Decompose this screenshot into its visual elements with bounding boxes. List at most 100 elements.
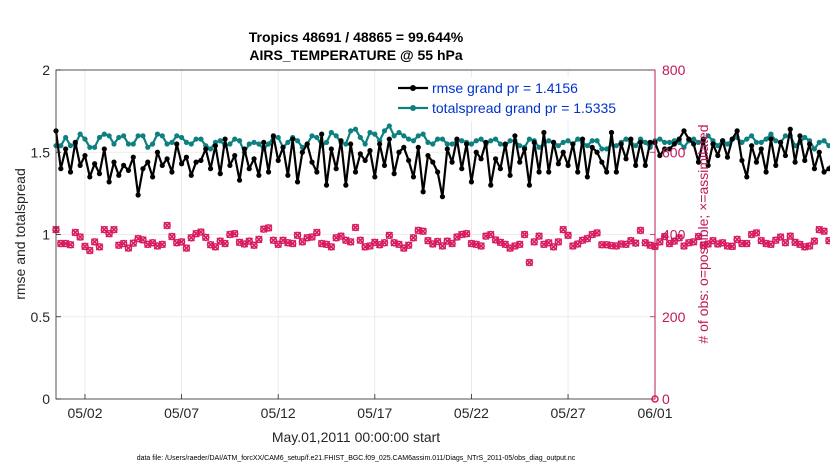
obs-possible-marker	[409, 234, 418, 242]
y-axis-left-label: rmse and totalspread	[12, 168, 28, 300]
rmse-point	[604, 169, 610, 175]
obs-assimilated-marker	[593, 229, 601, 237]
axes: 05/02 05/07 05/12 05/17 05/22 05/27 06/0100.51…	[31, 62, 686, 421]
rmse-point	[150, 174, 156, 180]
rmse-point	[425, 152, 431, 159]
obs-assimilated-marker	[163, 221, 171, 230]
rmse-point	[381, 162, 388, 169]
rmse-point	[647, 139, 653, 145]
obs-possible-marker	[293, 231, 302, 240]
obs-possible-marker	[124, 244, 133, 252]
obs-assimilated-marker	[153, 242, 162, 250]
totalspread-point	[507, 138, 513, 144]
rmse-point	[512, 133, 518, 139]
rmse-point	[323, 182, 330, 188]
rmse-point	[468, 179, 475, 185]
obs-assimilated-marker	[636, 226, 645, 235]
rmse-point	[729, 136, 735, 142]
obs-assimilated-marker	[192, 229, 200, 238]
rmse-point	[492, 156, 499, 162]
totalspread-point	[401, 133, 407, 139]
rmse-point	[821, 169, 827, 175]
obs-assimilated-marker	[718, 238, 727, 247]
totalspread-point	[449, 141, 455, 147]
totalspread-point	[415, 133, 421, 139]
obs-assimilated-marker	[743, 239, 751, 248]
rmse-point	[768, 136, 774, 142]
rmse-point	[261, 139, 267, 145]
totalspread-point	[198, 136, 204, 142]
obs-assimilated-marker	[144, 240, 152, 249]
rmse-point	[420, 189, 426, 195]
totalspread-point	[444, 141, 450, 147]
rmse-point	[63, 146, 69, 152]
obs-assimilated-marker	[293, 231, 302, 240]
obs-assimilated-marker	[511, 242, 519, 250]
rmse-point	[294, 179, 301, 185]
obs-possible-marker	[100, 225, 109, 234]
rmse-point	[410, 174, 417, 180]
rmse-point	[130, 154, 136, 160]
rmse-point	[314, 169, 320, 175]
obs-assimilated-marker	[346, 238, 355, 246]
obs-assimilated-marker	[279, 236, 287, 245]
rmse-point	[483, 139, 489, 145]
totalspread-point	[348, 128, 354, 134]
totalspread-point	[594, 138, 600, 144]
totalspread-point	[488, 138, 494, 144]
totalspread-point	[106, 133, 112, 139]
totalspread-point	[744, 136, 750, 142]
totalspread-point	[666, 139, 673, 145]
totalspread-point	[63, 134, 69, 141]
totalspread-point	[82, 136, 88, 142]
totalspread-point	[294, 138, 301, 144]
totalspread-point	[174, 133, 180, 139]
totalspread-point	[357, 134, 363, 141]
x-tick-label: 05/17	[357, 405, 392, 421]
totalspread-point	[459, 138, 465, 144]
totalspread-point	[773, 138, 779, 144]
obs-possible-marker	[675, 234, 683, 242]
rmse-point	[666, 146, 673, 152]
y-left-tick-label: 0.5	[31, 309, 51, 325]
obs-assimilated-marker	[670, 237, 679, 245]
totalspread-point	[497, 141, 504, 147]
obs-possible-marker	[598, 241, 606, 249]
obs-possible-marker	[709, 236, 717, 245]
rmse-point	[92, 161, 98, 167]
obs-assimilated-marker	[569, 242, 577, 250]
obs-possible-marker	[187, 234, 196, 242]
rmse-point	[391, 171, 397, 177]
totalspread-point	[96, 134, 103, 141]
legend-totalspread-marker	[410, 105, 416, 111]
rmse-point	[198, 157, 204, 164]
rmse-point	[179, 161, 185, 167]
totalspread-point	[526, 136, 533, 142]
obs-possible-marker	[385, 231, 394, 240]
rmse-point	[478, 156, 484, 162]
obs-possible-marker	[520, 230, 529, 239]
obs-possible-marker	[622, 240, 630, 249]
rmse-point	[236, 177, 243, 183]
chart-title-line1: Tropics 48691 / 48865 = 99.644%	[249, 29, 464, 45]
rmse-point	[802, 157, 808, 164]
totalspread-point	[657, 136, 663, 142]
x-tick-label: 05/02	[67, 405, 102, 421]
totalspread-point	[410, 138, 417, 144]
obs-assimilated-marker	[177, 238, 186, 246]
rmse-point	[599, 159, 605, 165]
totalspread-point	[188, 141, 194, 147]
totalspread-point	[386, 123, 392, 129]
rmse-point	[473, 149, 479, 155]
totalspread-point	[309, 133, 315, 139]
totalspread-point	[715, 143, 721, 149]
rmse-point	[439, 194, 446, 200]
obs-assimilated-marker	[240, 240, 249, 248]
rmse-point	[550, 139, 557, 145]
totalspread-point	[135, 133, 141, 139]
totalspread-point	[435, 136, 441, 142]
rmse-point	[459, 166, 465, 172]
totalspread-point	[826, 143, 830, 149]
legend: rmse grand pr = 1.4156 totalspread grand…	[395, 77, 653, 121]
rmse-point	[140, 166, 146, 172]
